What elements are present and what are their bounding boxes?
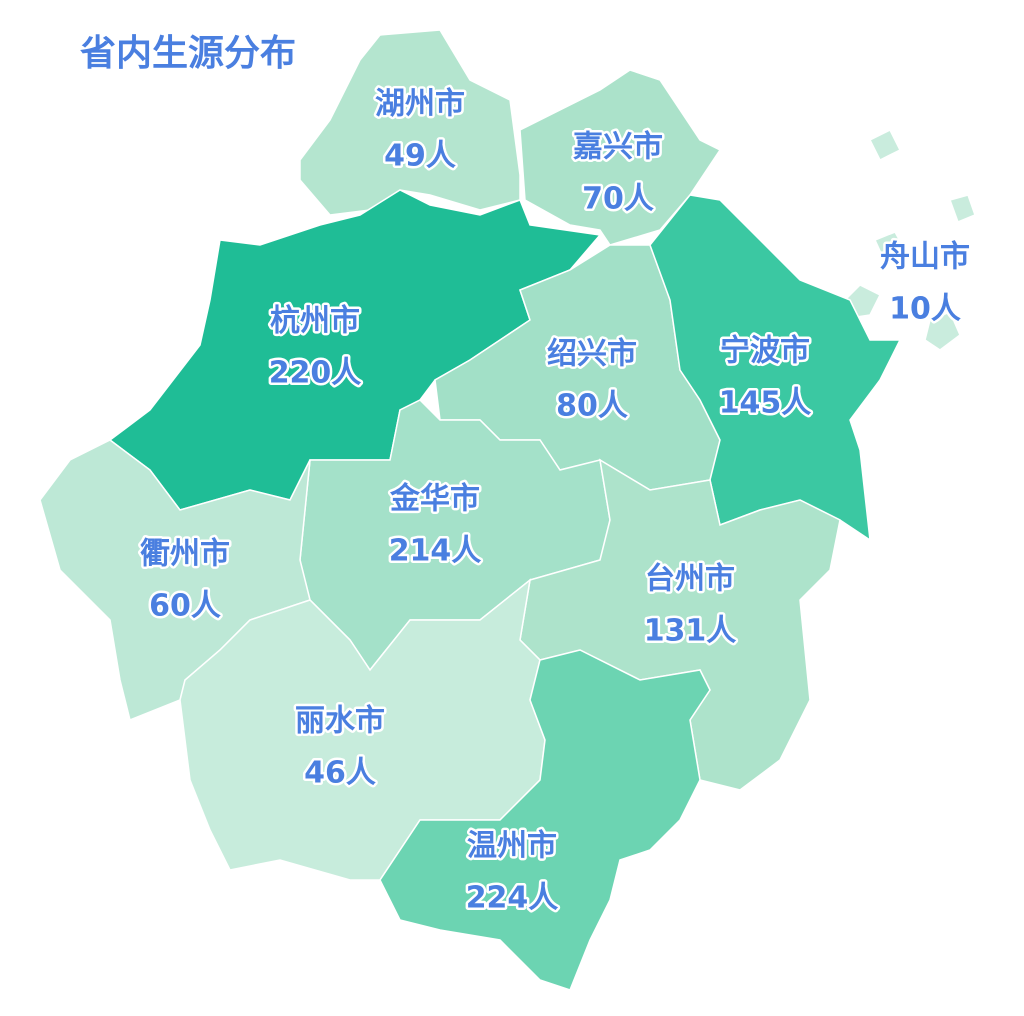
- region-name: 台州市: [645, 562, 735, 597]
- region-count: 46人: [304, 756, 376, 791]
- region-name: 杭州市: [270, 304, 360, 339]
- region-name: 宁波市: [720, 334, 810, 369]
- map-title: 省内生源分布: [80, 33, 296, 74]
- region-count: 70人: [582, 182, 654, 217]
- region-name: 丽水市: [295, 704, 385, 739]
- region-shape: [873, 231, 907, 264]
- region-shape: [519, 69, 722, 246]
- region-name: 舟山市: [880, 240, 970, 275]
- regions: [39, 29, 976, 991]
- region-name: 嘉兴市: [573, 130, 663, 165]
- region-name: 温州市: [467, 829, 557, 864]
- region-count: 220人: [269, 356, 362, 391]
- region-count: 60人: [149, 589, 221, 624]
- region-name: 金华市: [389, 482, 480, 517]
- region-count: 224人: [466, 881, 559, 916]
- region-count: 80人: [556, 389, 628, 424]
- region-count: 214人: [389, 534, 482, 569]
- region-shape: [649, 194, 902, 542]
- region-shape: [868, 128, 902, 162]
- region-shape: [924, 311, 961, 351]
- region-count: 10人: [889, 292, 961, 327]
- region-name: 绍兴市: [547, 337, 637, 372]
- region-count: 49人: [384, 139, 456, 174]
- region-count: 131人: [644, 614, 737, 649]
- region-name: 衢州市: [140, 537, 230, 572]
- region-count: 145人: [719, 386, 812, 421]
- region-shape: [949, 194, 976, 223]
- region-shape: [379, 649, 711, 991]
- region-name: 湖州市: [375, 87, 465, 122]
- region-shape: [299, 29, 521, 216]
